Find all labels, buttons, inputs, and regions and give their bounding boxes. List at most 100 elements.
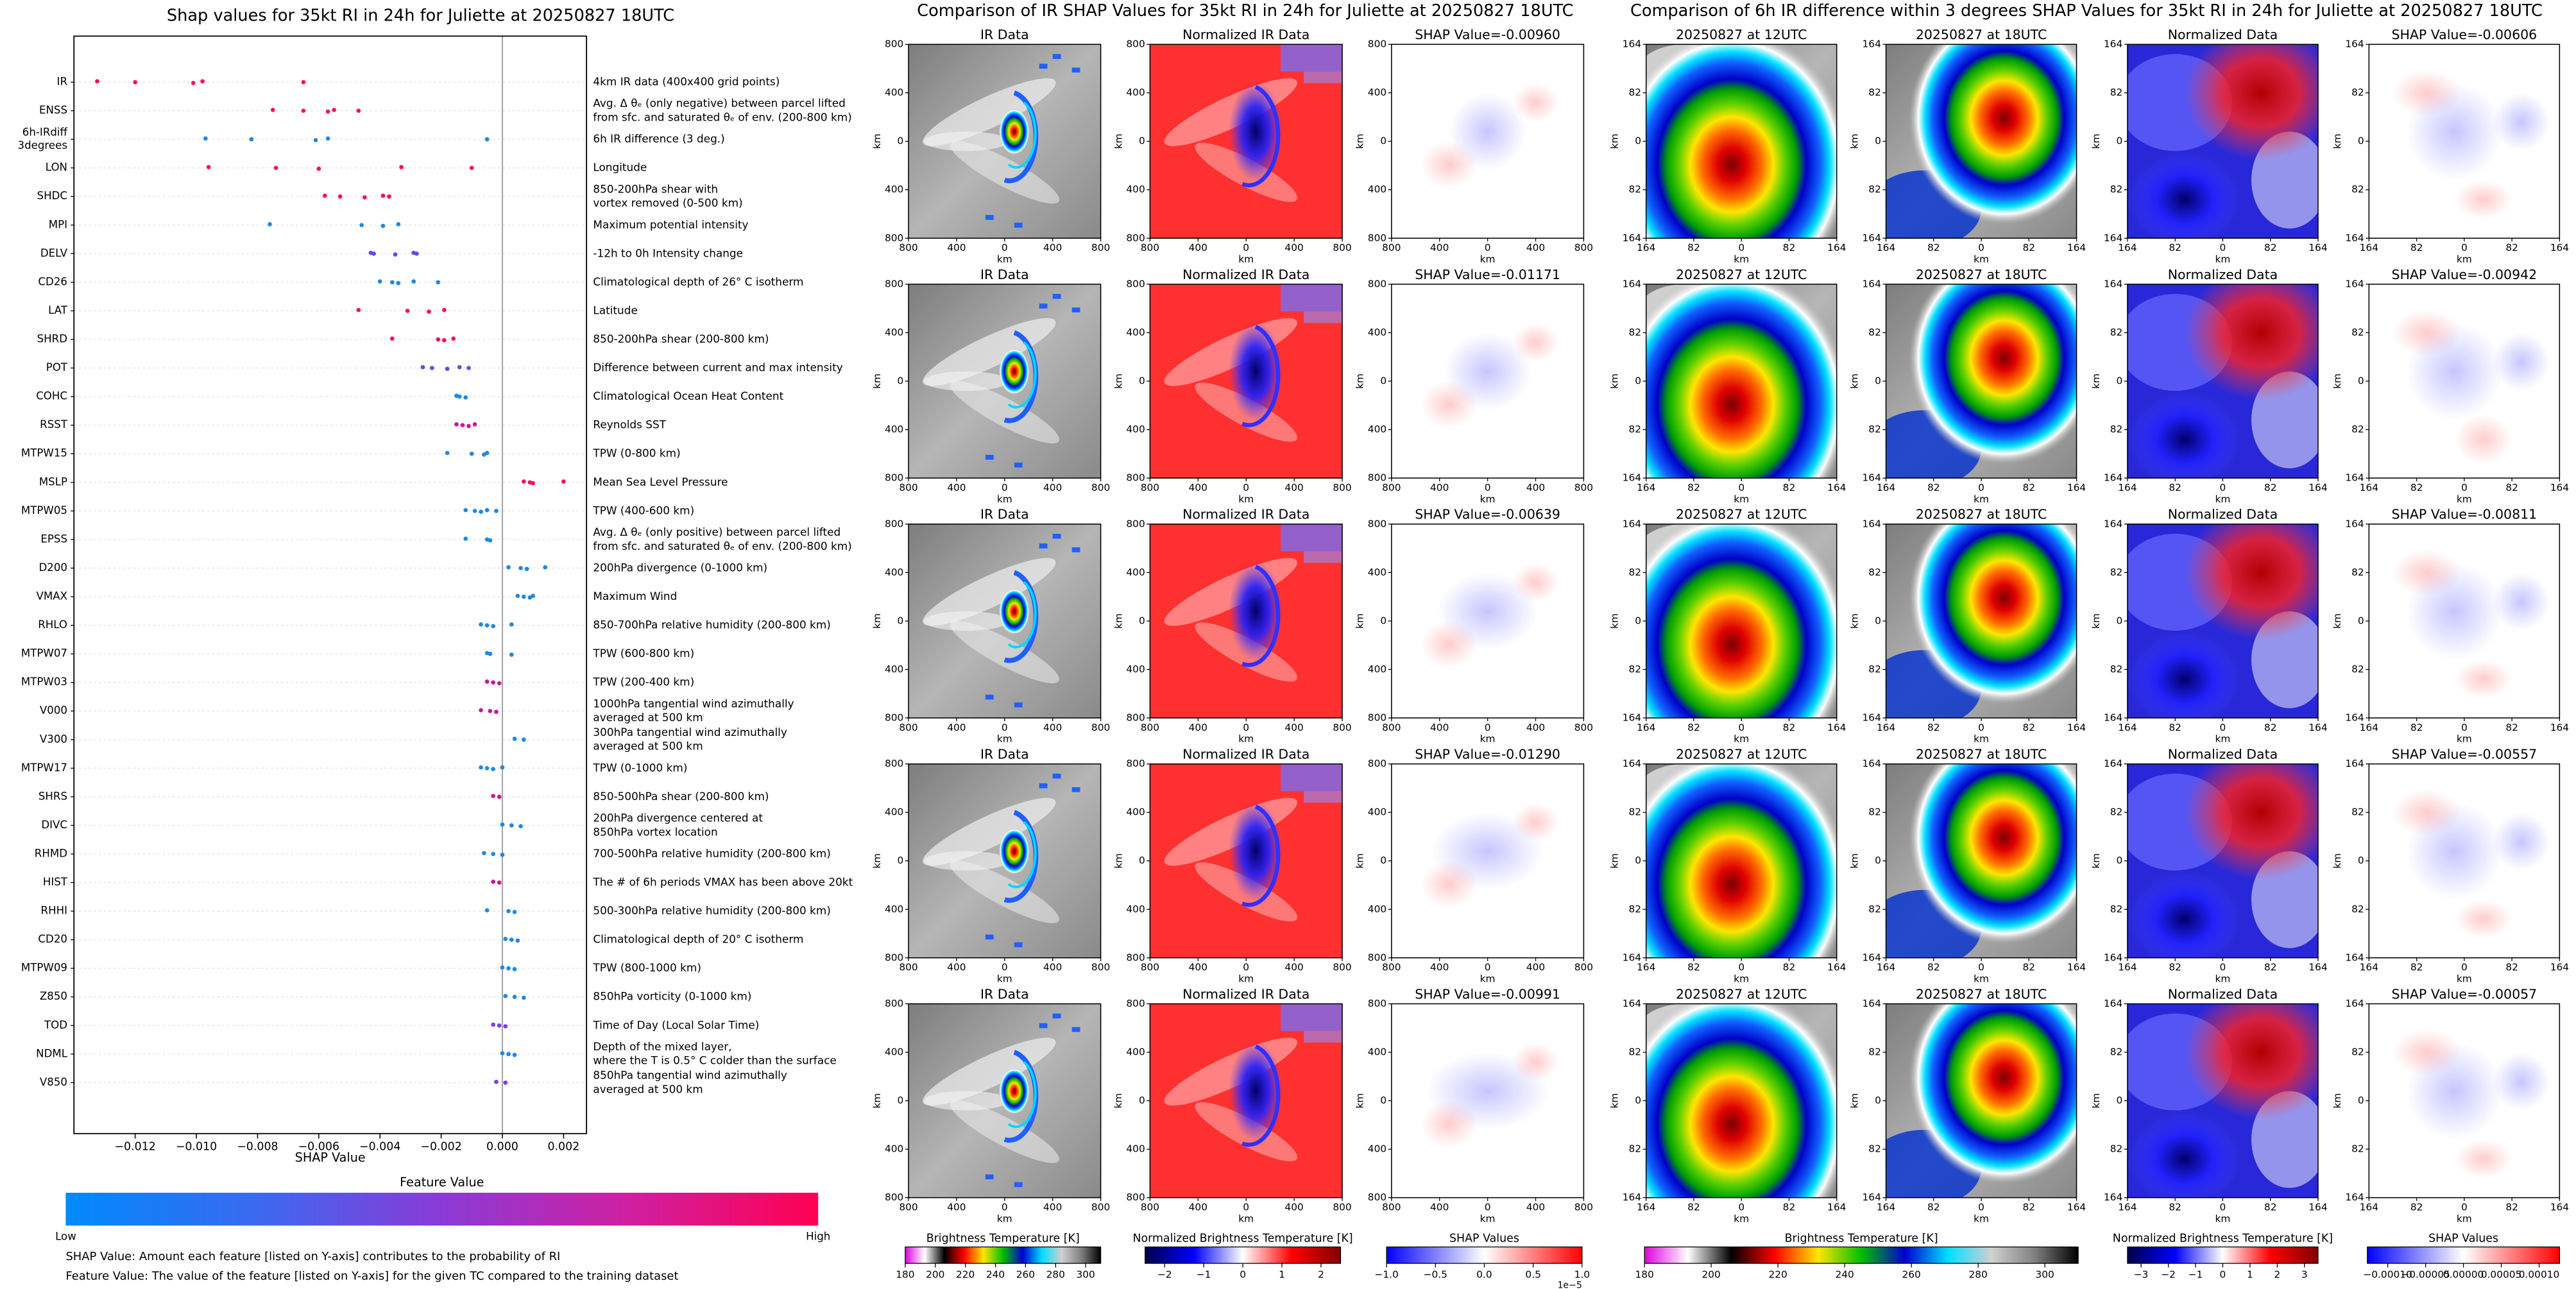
x-tick-label: 82 bbox=[1687, 1201, 1700, 1213]
y-tick-label: 400 bbox=[1126, 1046, 1145, 1058]
shap-point bbox=[389, 336, 395, 341]
image-content bbox=[2493, 92, 2550, 151]
x-axis-label: km bbox=[1734, 253, 1749, 265]
y-axis-label: km bbox=[871, 133, 883, 149]
colorbar-label: Normalized Brightness Temperature [K] bbox=[1132, 1233, 1352, 1245]
x-tick-label: 0 bbox=[1002, 962, 1008, 973]
x-tick-label: 164 bbox=[2360, 722, 2378, 733]
shap-point bbox=[436, 337, 441, 342]
shap-point bbox=[484, 679, 490, 684]
shap-point bbox=[494, 508, 499, 513]
y-tick-label: 400 bbox=[885, 1143, 903, 1155]
shap-point bbox=[509, 653, 514, 657]
image-content bbox=[998, 588, 1030, 635]
shap-point bbox=[463, 508, 468, 513]
x-tick-label: 82 bbox=[2410, 1201, 2423, 1213]
y-tick-label: 0 bbox=[1139, 615, 1145, 626]
image-panel bbox=[1150, 44, 1342, 239]
x-tick-label: 164 bbox=[2308, 1201, 2327, 1213]
image-content bbox=[1281, 1003, 1342, 1031]
shap-point bbox=[512, 1052, 517, 1057]
feature-description: 1000hPa tangential wind azimuthally bbox=[593, 697, 794, 710]
y-tick-label: Z850 bbox=[40, 990, 67, 1002]
y-axis-label: km bbox=[871, 373, 883, 389]
shap-point bbox=[491, 680, 496, 685]
x-tick-label: 400 bbox=[1284, 482, 1303, 493]
y-axis-label: km bbox=[1848, 1093, 1860, 1109]
y-tick-label: 164 bbox=[2345, 1191, 2364, 1203]
x-tick-label: 400 bbox=[1189, 1201, 1207, 1213]
x-tick-label: 164 bbox=[2550, 1201, 2569, 1213]
image-content bbox=[985, 1174, 994, 1180]
x-tick-label: 0 bbox=[1738, 962, 1744, 973]
feature-description: where the T is 0.5° C colder than the su… bbox=[593, 1054, 836, 1067]
y-tick-label: 400 bbox=[1126, 1143, 1145, 1155]
x-tick-label: 400 bbox=[1189, 482, 1207, 493]
y-tick-label: 82 bbox=[1868, 327, 1881, 338]
x-axis-label: km bbox=[2457, 733, 2472, 745]
x-tick-label: 400 bbox=[1043, 242, 1062, 253]
panel-title: Normalized IR Data bbox=[1182, 747, 1309, 762]
x-tick-label: 400 bbox=[1430, 722, 1449, 733]
x-tick-label: 82 bbox=[1927, 242, 1940, 253]
shap-point bbox=[509, 622, 514, 627]
x-tick-label: 800 bbox=[1091, 242, 1110, 253]
y-tick-label: 800 bbox=[1126, 712, 1145, 723]
image-content bbox=[1420, 381, 1478, 428]
feature-description: 6h IR difference (3 deg.) bbox=[593, 132, 724, 145]
x-tick-label: 0 bbox=[1485, 1201, 1491, 1213]
image-content bbox=[1052, 773, 1061, 779]
x-tick-label: 82 bbox=[2169, 722, 2181, 733]
y-tick-label: 0 bbox=[1635, 375, 1641, 387]
y-tick-label: 400 bbox=[885, 1046, 903, 1058]
image-content bbox=[1241, 1044, 1281, 1147]
colorbar-tick-label: 0.0 bbox=[1476, 1268, 1492, 1280]
y-tick-label: 400 bbox=[1126, 567, 1145, 578]
image-content bbox=[2127, 391, 2242, 479]
feature-description: Reynolds SST bbox=[593, 418, 666, 431]
image-content bbox=[923, 371, 1009, 391]
shap-point bbox=[442, 337, 447, 343]
shap-point bbox=[469, 451, 474, 456]
y-tick-label: 82 bbox=[1628, 1143, 1641, 1155]
shap-point bbox=[506, 909, 511, 914]
x-tick-label: 0 bbox=[2220, 1201, 2226, 1213]
x-tick-label: 400 bbox=[947, 962, 966, 973]
feature-description: Time of Day (Local Solar Time) bbox=[592, 1018, 759, 1031]
x-tick-label: 0 bbox=[2461, 1201, 2468, 1213]
y-tick-label: VMAX bbox=[37, 590, 67, 602]
image-content bbox=[1909, 764, 2077, 944]
colorbar-label: Brightness Temperature [K] bbox=[926, 1233, 1080, 1245]
y-tick-label: 400 bbox=[885, 663, 903, 675]
y-tick-label: 164 bbox=[1863, 232, 1881, 244]
x-tick-label: 400 bbox=[1043, 482, 1062, 493]
y-tick-label: 82 bbox=[2351, 327, 2364, 338]
x-tick-label: 800 bbox=[899, 482, 917, 493]
image-content bbox=[923, 1091, 1009, 1111]
image-content bbox=[2493, 332, 2550, 391]
image-content bbox=[1071, 67, 1080, 73]
y-tick-label: 0 bbox=[2358, 1095, 2364, 1106]
x-tick-label: 164 bbox=[2118, 962, 2137, 973]
x-tick-label: 0 bbox=[1485, 242, 1491, 253]
image-panel bbox=[1886, 764, 2077, 958]
feature-description: 850hPa vortex location bbox=[593, 825, 717, 838]
shap-point bbox=[457, 364, 462, 370]
image-content bbox=[2185, 284, 2318, 401]
colorbar-low: Low bbox=[55, 1231, 76, 1243]
x-tick-label: 82 bbox=[2264, 722, 2277, 733]
x-axis-label: km bbox=[2215, 973, 2231, 985]
shap-point bbox=[484, 908, 490, 913]
y-tick-label: 0 bbox=[1875, 375, 1881, 387]
shap-point bbox=[133, 80, 137, 85]
x-tick-label: 164 bbox=[2308, 722, 2327, 733]
shap-point bbox=[249, 137, 254, 142]
x-tick-label: 800 bbox=[1091, 482, 1110, 493]
y-tick-label: 164 bbox=[1863, 38, 1881, 50]
feature-description: 850-500hPa shear (200-800 km) bbox=[593, 790, 769, 803]
y-tick-label: 164 bbox=[1863, 472, 1881, 484]
image-content bbox=[1646, 284, 1837, 479]
shap-point bbox=[503, 937, 508, 941]
x-tick-label: 400 bbox=[1430, 962, 1449, 973]
